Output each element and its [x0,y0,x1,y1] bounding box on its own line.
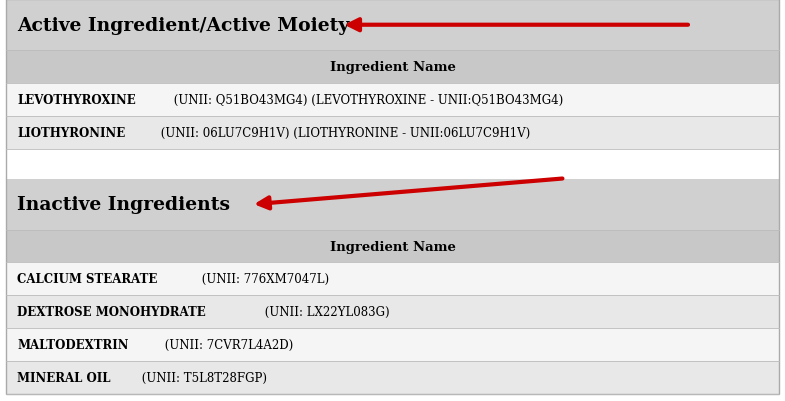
Text: (UNII: 776XM7047L): (UNII: 776XM7047L) [199,273,330,286]
Bar [6,231,779,263]
Text: DEXTROSE MONOHYDRATE: DEXTROSE MONOHYDRATE [17,306,206,318]
Text: Inactive Ingredients: Inactive Ingredients [17,196,230,214]
Text: CALCIUM STEARATE: CALCIUM STEARATE [17,273,158,286]
Bar [6,116,779,149]
Bar [6,0,779,51]
Text: Active Ingredient/Active Moiety: Active Ingredient/Active Moiety [17,17,349,34]
Text: (UNII: T5L8T28FGP): (UNII: T5L8T28FGP) [138,371,267,384]
Text: LEVOTHYROXINE: LEVOTHYROXINE [17,93,136,106]
Bar [6,361,779,394]
Text: Ingredient Name: Ingredient Name [330,61,455,74]
Bar [6,51,779,83]
Text: (UNII: 06LU7C9H1V) (LIOTHYRONINE - UNII:06LU7C9H1V): (UNII: 06LU7C9H1V) (LIOTHYRONINE - UNII:… [157,126,530,139]
Text: (UNII: Q51BO43MG4) (LEVOTHYROXINE - UNII:Q51BO43MG4): (UNII: Q51BO43MG4) (LEVOTHYROXINE - UNII… [170,93,564,106]
Text: LIOTHYRONINE: LIOTHYRONINE [17,126,126,139]
Bar [6,83,779,116]
Bar [6,296,779,328]
Text: (UNII: 7CVR7L4A2D): (UNII: 7CVR7L4A2D) [161,338,294,351]
Bar [6,328,779,361]
Bar [6,263,779,296]
Text: MINERAL OIL: MINERAL OIL [17,371,111,384]
Text: (UNII: LX22YL083G): (UNII: LX22YL083G) [261,306,389,318]
Bar [6,179,779,231]
Text: MALTODEXTRIN: MALTODEXTRIN [17,338,129,351]
Text: Ingredient Name: Ingredient Name [330,240,455,253]
